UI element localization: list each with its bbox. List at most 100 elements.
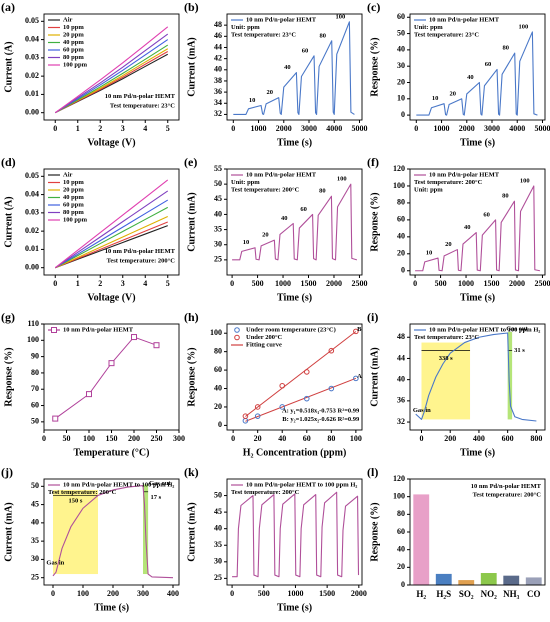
y-tick-label: 0.02 xyxy=(25,226,39,235)
bar xyxy=(525,577,542,586)
plot-frame xyxy=(43,168,180,276)
series-line xyxy=(416,31,538,116)
x-tick-label: 2500 xyxy=(534,279,550,288)
x-tick-label: 20 xyxy=(254,434,262,443)
annotation: Test temperature: 23°C xyxy=(414,334,479,341)
y-tick-label: 50 xyxy=(31,417,39,426)
x-tick-label: 600 xyxy=(502,434,514,443)
annotation: 31 s xyxy=(514,347,525,354)
peak-label: 20 xyxy=(445,241,452,248)
y-tick-label: 0.05 xyxy=(25,16,39,25)
x-tick-label: 500 xyxy=(258,589,270,598)
legend-marker xyxy=(234,327,240,333)
y-tick-label: 35 xyxy=(214,224,222,233)
x-tick-label: 200 xyxy=(107,589,119,598)
bar xyxy=(435,573,452,586)
x-tick-label: NH₃ xyxy=(503,589,520,599)
panel-label: (g) xyxy=(1,310,15,324)
y-tick-label: 0.03 xyxy=(25,208,39,217)
y-tick-label: 38 xyxy=(214,76,222,85)
series-line xyxy=(54,206,169,269)
marker xyxy=(52,415,59,422)
legend-label: 60 ppm xyxy=(63,46,84,53)
annotation: Test temperature: 23°C xyxy=(231,31,296,38)
y-tick-label: 40 xyxy=(214,383,222,392)
panel-label: (h) xyxy=(184,310,199,324)
x-tick-label: 100 xyxy=(83,434,95,443)
panel: (i) 32 36 40 44 48 0 200 400 600 800 Time (s) Curren… xyxy=(367,310,546,458)
legend-label: 10 ppm xyxy=(63,24,84,31)
y-axis-title: Current (mA) xyxy=(3,502,14,562)
legend-marker xyxy=(51,327,57,333)
panel-label: (i) xyxy=(367,310,378,324)
panel: (l) 0 20 40 60 80 100 120 Response (%) H₂ H₂S SO₂ NO… xyxy=(367,465,546,599)
legend-label: 10 nm Pd/n-polar HEMT xyxy=(246,16,317,23)
y-tick-label: 0.00 xyxy=(25,263,39,272)
series-line xyxy=(232,491,360,578)
x-tick-label: 3000 xyxy=(301,124,317,133)
x-tick-label: 1500 xyxy=(319,589,335,598)
y-tick-label: 44 xyxy=(214,42,222,51)
legend-label: 40 ppm xyxy=(63,194,84,201)
y-tick-label: 60 xyxy=(397,527,405,536)
y-tick-label: 60 xyxy=(397,12,405,21)
y-tick-label: 55 xyxy=(214,164,222,173)
y-tick-label: 100 xyxy=(393,181,405,190)
marker xyxy=(303,395,310,402)
x-tick-label: 3000 xyxy=(484,124,500,133)
x-tick-label: 0 xyxy=(230,279,234,288)
marker xyxy=(303,369,310,375)
annotation: Unit: ppm xyxy=(414,186,443,193)
y-tick-label: 0 xyxy=(401,110,405,119)
panel: (j) 25 30 35 40 45 50 0 100 200 300 400 Time (s) Curr… xyxy=(1,465,180,613)
legend-label: 20 ppm xyxy=(63,186,84,193)
plot-frame xyxy=(226,323,363,431)
y-tick-label: 20 xyxy=(397,77,405,86)
y-tick-label: 44 xyxy=(397,353,405,362)
y-tick-label: 48 xyxy=(397,332,405,341)
marker xyxy=(242,413,249,419)
panel-label: (d) xyxy=(1,155,16,169)
y-tick-label: 100 xyxy=(210,328,222,337)
legend-label: 10 nm Pd/n-polar HEMT xyxy=(429,171,500,178)
legend-label: 10 nm Pd/n-polar HEMT xyxy=(429,16,500,23)
y-tick-label: 80 xyxy=(397,509,405,518)
fit-line xyxy=(245,331,357,417)
peak-label: 100 xyxy=(520,177,530,184)
x-tick-label: 1 xyxy=(76,279,80,288)
plot-frame xyxy=(43,323,180,431)
legend-label: 40 ppm xyxy=(63,39,84,46)
series-line xyxy=(54,26,169,114)
y-tick-label: 10 xyxy=(397,94,405,103)
annotation: Test temperature: 200°C xyxy=(231,186,300,193)
y-tick-label: 100 xyxy=(393,491,405,500)
y-tick-label: 35 xyxy=(31,536,39,545)
plot-frame xyxy=(43,13,180,121)
legend-label: Fitting curve xyxy=(246,341,282,348)
y-axis-title: Current (mA) xyxy=(369,347,380,407)
x-tick-label: CO xyxy=(527,589,541,599)
annotation: B xyxy=(357,326,362,333)
x-tick-label: 400 xyxy=(473,434,485,443)
peak-label: 40 xyxy=(284,64,291,71)
y-tick-label: 48 xyxy=(214,20,222,29)
x-tick-label: 0 xyxy=(419,434,423,443)
y-tick-label: 0.02 xyxy=(25,71,39,80)
panel-label: (b) xyxy=(184,0,199,14)
legend-marker xyxy=(234,334,240,341)
y-tick-label: 50 xyxy=(31,481,39,490)
x-tick-label: 500 xyxy=(252,279,264,288)
legend-label: 10 nm Pd/n-polar HEMT to 100 ppm H₂ xyxy=(63,481,174,488)
x-tick-label: 1 xyxy=(76,124,80,133)
x-tick-label: H₂S xyxy=(436,589,451,599)
legend-label: 100 ppm xyxy=(63,61,88,68)
y-tick-label: 45 xyxy=(214,507,222,516)
marker xyxy=(328,385,335,392)
y-tick-label: 0.00 xyxy=(25,108,39,117)
series-line xyxy=(54,199,169,269)
peak-label: 60 xyxy=(300,206,307,213)
y-tick-label: 0.01 xyxy=(25,89,39,98)
x-tick-label: 1000 xyxy=(287,589,303,598)
